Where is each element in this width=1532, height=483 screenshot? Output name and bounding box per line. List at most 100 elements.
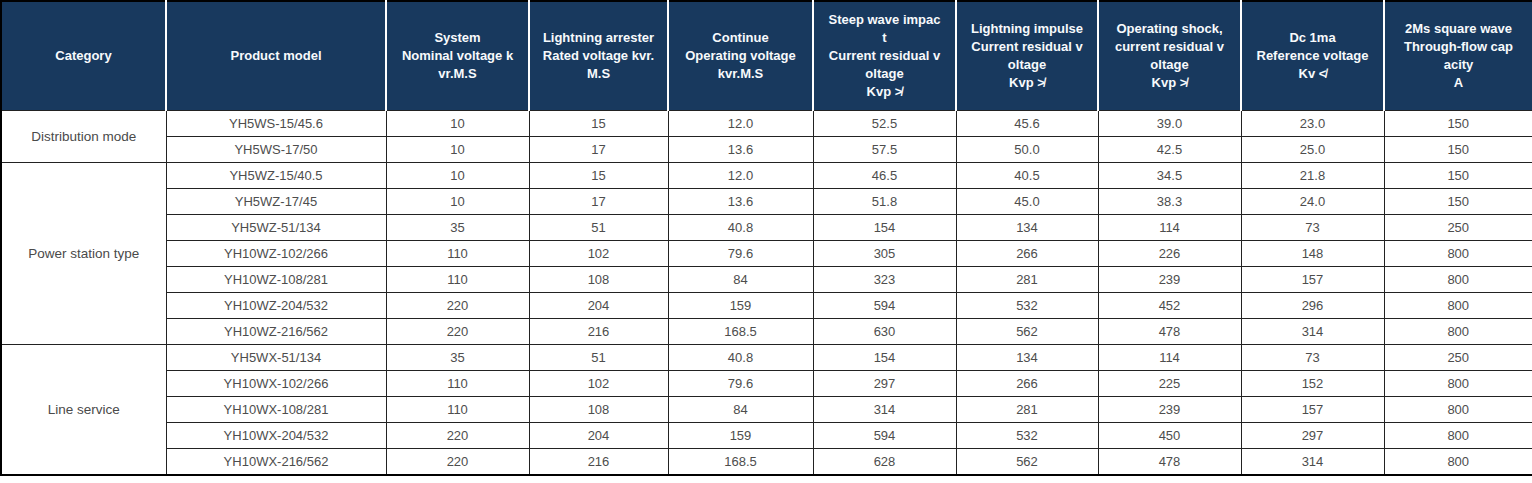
column-header-square-wave-capacity: 2Ms square wave Through-flow cap acity A [1384, 1, 1532, 111]
value-cell: 39.0 [1098, 111, 1241, 137]
arrester-spec-table: Category Product model System Nominal vo… [0, 0, 1532, 476]
table-row: YH10WX-216/562220216168.5628562478314800 [1, 449, 1532, 476]
table-body: Distribution modeYH5WS-15/45.6101512.052… [1, 111, 1532, 476]
value-cell: 478 [1098, 319, 1241, 345]
value-cell: 50.0 [956, 137, 1098, 163]
value-cell: 154 [813, 345, 956, 371]
value-cell: 134 [956, 215, 1098, 241]
value-cell: 305 [813, 241, 956, 267]
table-row: YH5WS-17/50101713.657.550.042.525.0150 [1, 137, 1532, 163]
value-cell: 102 [529, 241, 668, 267]
value-cell: 594 [813, 293, 956, 319]
product-model-cell: YH5WZ-51/134 [166, 215, 386, 241]
category-cell: Distribution mode [1, 111, 166, 163]
table-row: YH10WX-204/532220204159594532450297800 [1, 423, 1532, 449]
product-model-cell: YH10WZ-204/532 [166, 293, 386, 319]
value-cell: 216 [529, 319, 668, 345]
value-cell: 110 [386, 241, 529, 267]
table-row: YH10WX-108/28111010884314281239157800 [1, 397, 1532, 423]
value-cell: 562 [956, 449, 1098, 476]
value-cell: 314 [1241, 319, 1384, 345]
value-cell: 800 [1384, 449, 1532, 476]
column-header-continuous-operating-voltage: Continue Operating voltage kvr.M.S [668, 1, 813, 111]
value-cell: 24.0 [1241, 189, 1384, 215]
value-cell: 297 [813, 371, 956, 397]
value-cell: 57.5 [813, 137, 956, 163]
category-cell: Line service [1, 345, 166, 476]
table-row: YH10WZ-102/26611010279.6305266226148800 [1, 241, 1532, 267]
value-cell: 226 [1098, 241, 1241, 267]
column-header-arrester-rated-voltage: Lightning arrester Rated voltage kvr. M.… [529, 1, 668, 111]
value-cell: 84 [668, 397, 813, 423]
value-cell: 110 [386, 371, 529, 397]
value-cell: 10 [386, 111, 529, 137]
value-cell: 594 [813, 423, 956, 449]
value-cell: 10 [386, 189, 529, 215]
table-row: YH10WX-102/26611010279.6297266225152800 [1, 371, 1532, 397]
table-row: YH5WZ-51/134355140.815413411473250 [1, 215, 1532, 241]
value-cell: 152 [1241, 371, 1384, 397]
value-cell: 800 [1384, 241, 1532, 267]
value-cell: 296 [1241, 293, 1384, 319]
value-cell: 630 [813, 319, 956, 345]
value-cell: 297 [1241, 423, 1384, 449]
value-cell: 220 [386, 423, 529, 449]
value-cell: 220 [386, 449, 529, 476]
value-cell: 314 [813, 397, 956, 423]
value-cell: 239 [1098, 397, 1241, 423]
value-cell: 450 [1098, 423, 1241, 449]
table-row: Power station typeYH5WZ-15/40.5101512.04… [1, 163, 1532, 189]
value-cell: 220 [386, 293, 529, 319]
table-row: YH10WZ-108/28111010884323281239157800 [1, 267, 1532, 293]
value-cell: 168.5 [668, 319, 813, 345]
value-cell: 38.3 [1098, 189, 1241, 215]
value-cell: 150 [1384, 111, 1532, 137]
table-row: Line serviceYH5WX-51/134355140.815413411… [1, 345, 1532, 371]
value-cell: 204 [529, 293, 668, 319]
value-cell: 314 [1241, 449, 1384, 476]
value-cell: 220 [386, 319, 529, 345]
value-cell: 79.6 [668, 241, 813, 267]
value-cell: 157 [1241, 267, 1384, 293]
value-cell: 204 [529, 423, 668, 449]
value-cell: 51 [529, 215, 668, 241]
value-cell: 154 [813, 215, 956, 241]
value-cell: 148 [1241, 241, 1384, 267]
column-header-category: Category [1, 1, 166, 111]
value-cell: 532 [956, 423, 1098, 449]
value-cell: 800 [1384, 371, 1532, 397]
value-cell: 562 [956, 319, 1098, 345]
value-cell: 40.8 [668, 345, 813, 371]
value-cell: 110 [386, 267, 529, 293]
product-model-cell: YH10WZ-108/281 [166, 267, 386, 293]
value-cell: 51.8 [813, 189, 956, 215]
value-cell: 452 [1098, 293, 1241, 319]
value-cell: 281 [956, 397, 1098, 423]
product-model-cell: YH5WZ-15/40.5 [166, 163, 386, 189]
column-header-steep-wave-residual-voltage: Steep wave impac t Current residual v ol… [813, 1, 956, 111]
value-cell: 108 [529, 267, 668, 293]
value-cell: 281 [956, 267, 1098, 293]
value-cell: 10 [386, 163, 529, 189]
table-row: YH10WZ-204/532220204159594532452296800 [1, 293, 1532, 319]
value-cell: 34.5 [1098, 163, 1241, 189]
value-cell: 168.5 [668, 449, 813, 476]
value-cell: 12.0 [668, 163, 813, 189]
value-cell: 40.5 [956, 163, 1098, 189]
value-cell: 21.8 [1241, 163, 1384, 189]
value-cell: 159 [668, 293, 813, 319]
value-cell: 73 [1241, 345, 1384, 371]
product-model-cell: YH5WS-17/50 [166, 137, 386, 163]
table-row: YH10WZ-216/562220216168.5630562478314800 [1, 319, 1532, 345]
value-cell: 157 [1241, 397, 1384, 423]
value-cell: 46.5 [813, 163, 956, 189]
value-cell: 45.6 [956, 111, 1098, 137]
value-cell: 628 [813, 449, 956, 476]
value-cell: 17 [529, 137, 668, 163]
header-row: Category Product model System Nominal vo… [1, 1, 1532, 111]
value-cell: 40.8 [668, 215, 813, 241]
value-cell: 532 [956, 293, 1098, 319]
product-model-cell: YH5WZ-17/45 [166, 189, 386, 215]
value-cell: 225 [1098, 371, 1241, 397]
product-model-cell: YH5WS-15/45.6 [166, 111, 386, 137]
